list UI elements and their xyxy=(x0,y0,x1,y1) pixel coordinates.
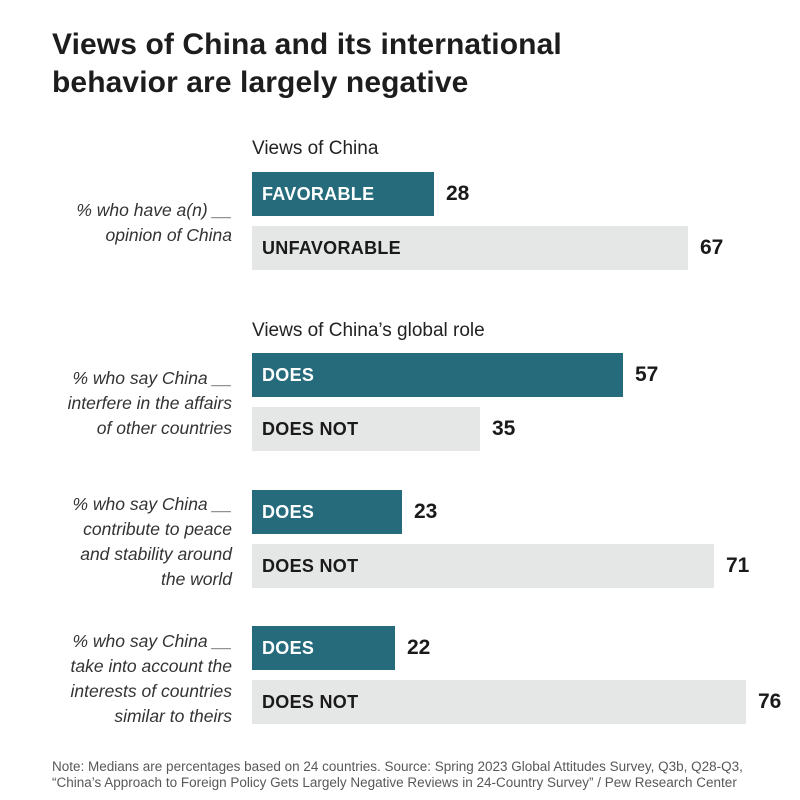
side-label-line: % who have a(n) __ xyxy=(76,200,232,220)
bar-row-does: DOES 57 xyxy=(252,353,800,397)
side-label-line: opinion of China xyxy=(105,225,232,245)
bar-value: 57 xyxy=(635,363,659,386)
bar-favorable: FAVORABLE xyxy=(252,172,434,216)
bar-label: DOES xyxy=(262,364,315,385)
side-label-line: contribute to peace xyxy=(83,519,232,539)
side-label-line: and stability around xyxy=(80,544,232,564)
bar-does-not: DOES NOT xyxy=(252,680,746,724)
bar-label: FAVORABLE xyxy=(262,183,375,204)
bar-label: DOES NOT xyxy=(262,555,359,576)
bar-row-favorable: FAVORABLE 28 xyxy=(252,172,800,216)
bar-label: DOES xyxy=(262,637,315,658)
side-label-line: % who say China __ xyxy=(72,631,232,651)
bar-value: 22 xyxy=(407,636,431,659)
note-line: Note: Medians are percentages based on 2… xyxy=(52,759,743,774)
bar-label: DOES xyxy=(262,501,315,522)
chart-title: Views of China and its international beh… xyxy=(52,28,562,99)
bar-does: DOES xyxy=(252,353,623,397)
note-line: “China’s Approach to Foreign Policy Gets… xyxy=(52,775,737,790)
side-label-line: of other countries xyxy=(96,418,232,438)
bar-row-does-not: DOES NOT 76 xyxy=(252,680,800,724)
side-label-line: take into account the xyxy=(70,656,233,676)
group-2-header: Views of China’s global role xyxy=(252,320,485,341)
bar-row-does-not: DOES NOT 71 xyxy=(252,544,800,588)
bar-row-does-not: DOES NOT 35 xyxy=(252,407,800,451)
side-label-line: % who say China __ xyxy=(72,494,232,514)
bar-does: DOES xyxy=(252,626,395,670)
bar-value: 23 xyxy=(414,500,438,523)
side-label-line: the world xyxy=(160,569,232,589)
group-1-header: Views of China xyxy=(252,138,379,159)
bar-label: DOES NOT xyxy=(262,691,359,712)
bar-row-does: DOES 23 xyxy=(252,490,800,534)
group-4-side-label: % who say China __ take into account the… xyxy=(40,629,233,729)
side-label-line: % who say China __ xyxy=(72,368,232,388)
bar-value: 28 xyxy=(446,182,470,205)
bar-value: 35 xyxy=(492,417,516,440)
bar-unfavorable: UNFAVORABLE xyxy=(252,226,688,270)
group-3-side-label: % who say China __ contribute to peace a… xyxy=(40,492,232,592)
bar-label: DOES NOT xyxy=(262,418,359,439)
bar-does-not: DOES NOT xyxy=(252,544,714,588)
bar-value: 67 xyxy=(700,236,724,259)
bar-row-unfavorable: UNFAVORABLE 67 xyxy=(252,226,800,270)
bar-label: UNFAVORABLE xyxy=(262,237,401,258)
group-2-side-label: % who say China __ interfere in the affa… xyxy=(40,366,232,441)
side-label-line: similar to theirs xyxy=(114,706,232,726)
bar-value: 76 xyxy=(758,690,782,713)
group-1-side-label: % who have a(n) __ opinion of China xyxy=(40,198,232,248)
side-label-line: interests of countries xyxy=(70,681,232,701)
bar-value: 71 xyxy=(726,554,750,577)
source-note: Note: Medians are percentages based on 2… xyxy=(52,759,772,791)
side-label-line: interfere in the affairs xyxy=(67,393,232,413)
bar-does: DOES xyxy=(252,490,402,534)
bar-row-does: DOES 22 xyxy=(252,626,800,670)
bar-does-not: DOES NOT xyxy=(252,407,480,451)
